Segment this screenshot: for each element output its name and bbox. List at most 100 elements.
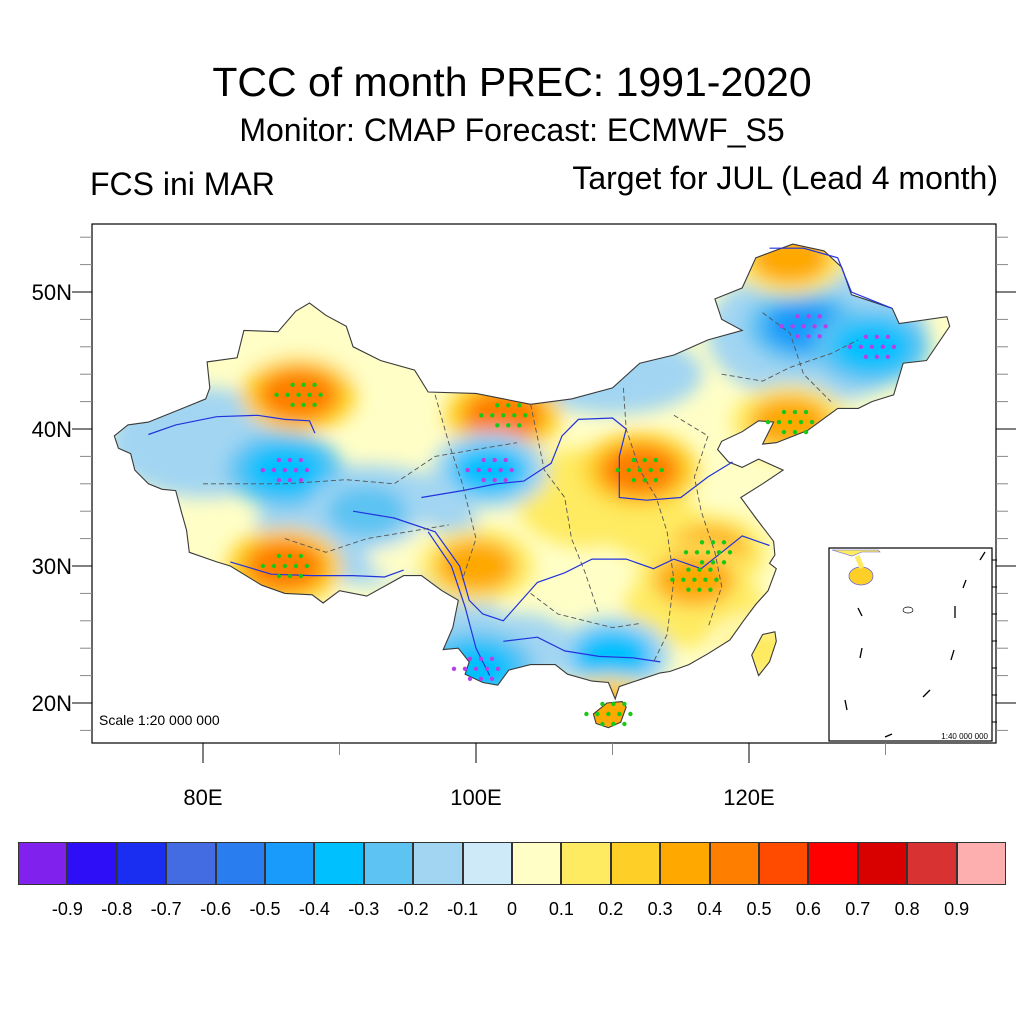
significance-dot — [478, 656, 484, 661]
colorbar-tick-label: 0.5 — [746, 899, 772, 919]
significance-dot — [260, 563, 266, 569]
colorbar-box — [462, 842, 512, 885]
significance-dot — [765, 419, 771, 425]
significance-dot — [611, 701, 616, 707]
significance-dot — [803, 429, 809, 435]
significance-dot — [809, 419, 815, 425]
significance-dot — [298, 553, 304, 559]
significance-dot — [304, 563, 310, 569]
colorbar-tick-label: -0.5 — [249, 899, 281, 919]
significance-dot — [699, 560, 705, 565]
colorbar-tick-label: -0.2 — [397, 899, 429, 919]
significance-dot — [517, 423, 522, 428]
significance-dot — [487, 467, 492, 473]
significance-dot — [293, 563, 299, 569]
significance-dot — [595, 711, 600, 717]
province-boundary — [284, 524, 449, 553]
significance-dot — [692, 577, 697, 582]
significance-dot — [503, 477, 508, 483]
significance-dot — [298, 457, 304, 463]
colorbar-box — [709, 842, 759, 885]
significance-dot — [653, 477, 658, 483]
significance-dot — [631, 457, 636, 463]
province-boundary — [762, 312, 832, 402]
significance-dot — [776, 419, 782, 425]
significance-dot — [628, 711, 633, 717]
significance-dot — [600, 701, 605, 707]
significance-dot — [694, 550, 700, 555]
province-boundary — [203, 442, 518, 485]
river-line — [421, 417, 733, 501]
y-tick-label: 50N — [32, 280, 72, 305]
significance-dot — [506, 423, 511, 428]
province-boundary — [530, 593, 640, 629]
significance-dot — [287, 457, 293, 463]
region-core — [572, 629, 653, 682]
province-boundary — [530, 404, 600, 615]
significance-dot — [287, 573, 293, 579]
colorbar-tick-label: -0.1 — [447, 899, 479, 919]
significance-dot — [473, 666, 479, 671]
y-tick-label: 30N — [32, 554, 72, 579]
significance-dot — [681, 577, 686, 582]
significance-dot — [637, 467, 642, 473]
colorbar — [18, 842, 1006, 885]
significance-dot — [792, 409, 798, 415]
significance-dot — [584, 711, 589, 717]
significance-dot — [697, 587, 702, 592]
region-core — [436, 540, 516, 592]
colorbar-box — [413, 842, 463, 885]
colorbar-box — [660, 842, 710, 885]
river-line — [503, 636, 661, 663]
significance-dot — [489, 656, 495, 661]
colorbar-tick-label: 0 — [506, 899, 518, 919]
significance-dot — [301, 382, 306, 387]
significance-dot — [670, 577, 675, 582]
significance-dot — [801, 324, 806, 329]
colorbar-tick-label: -0.3 — [348, 899, 380, 919]
significance-dot — [298, 573, 304, 579]
colorbar-tick-label: -0.6 — [200, 899, 232, 919]
significance-dot — [710, 560, 716, 565]
significance-dot — [274, 392, 279, 397]
significance-dot — [606, 711, 611, 717]
significance-dot — [615, 467, 620, 473]
significance-dot — [686, 587, 691, 592]
significance-dot — [600, 721, 605, 727]
significance-dot — [282, 467, 288, 473]
colorbar-box — [561, 842, 611, 885]
significance-dot — [304, 467, 310, 473]
nine-dash-line-segment — [962, 579, 967, 589]
significance-dot — [512, 413, 517, 418]
nine-dash-line-segment — [979, 551, 986, 561]
colorbar-box — [166, 842, 216, 885]
significance-dot — [869, 344, 875, 349]
significance-dot — [648, 467, 653, 473]
significance-dot — [489, 676, 495, 681]
chart-title: TCC of month PREC: 1991-2020 — [212, 59, 812, 105]
significance-dot — [891, 344, 897, 349]
province-boundary — [622, 387, 675, 663]
significance-dot — [307, 392, 312, 397]
significance-dot — [858, 344, 864, 349]
significance-dot — [622, 701, 627, 707]
significance-dot — [792, 429, 798, 435]
nine-dash-line-segment — [884, 733, 893, 738]
significance-dot — [517, 403, 522, 408]
significance-dot — [276, 573, 282, 579]
significance-dot — [863, 354, 869, 359]
province-boundary — [673, 414, 723, 628]
significance-dot — [293, 467, 299, 473]
significance-dot — [484, 666, 490, 671]
significance-dot — [642, 457, 647, 463]
significance-dot — [708, 567, 713, 572]
y-tick-label: 20N — [32, 691, 72, 716]
river-line — [353, 510, 770, 622]
x-tick-label: 120E — [723, 785, 774, 810]
significance-dot — [716, 550, 722, 555]
significance-dot — [495, 423, 500, 428]
significance-dot — [467, 656, 473, 661]
significance-dot — [495, 666, 501, 671]
significance-dot — [686, 567, 691, 572]
colorbar-box — [857, 842, 908, 885]
